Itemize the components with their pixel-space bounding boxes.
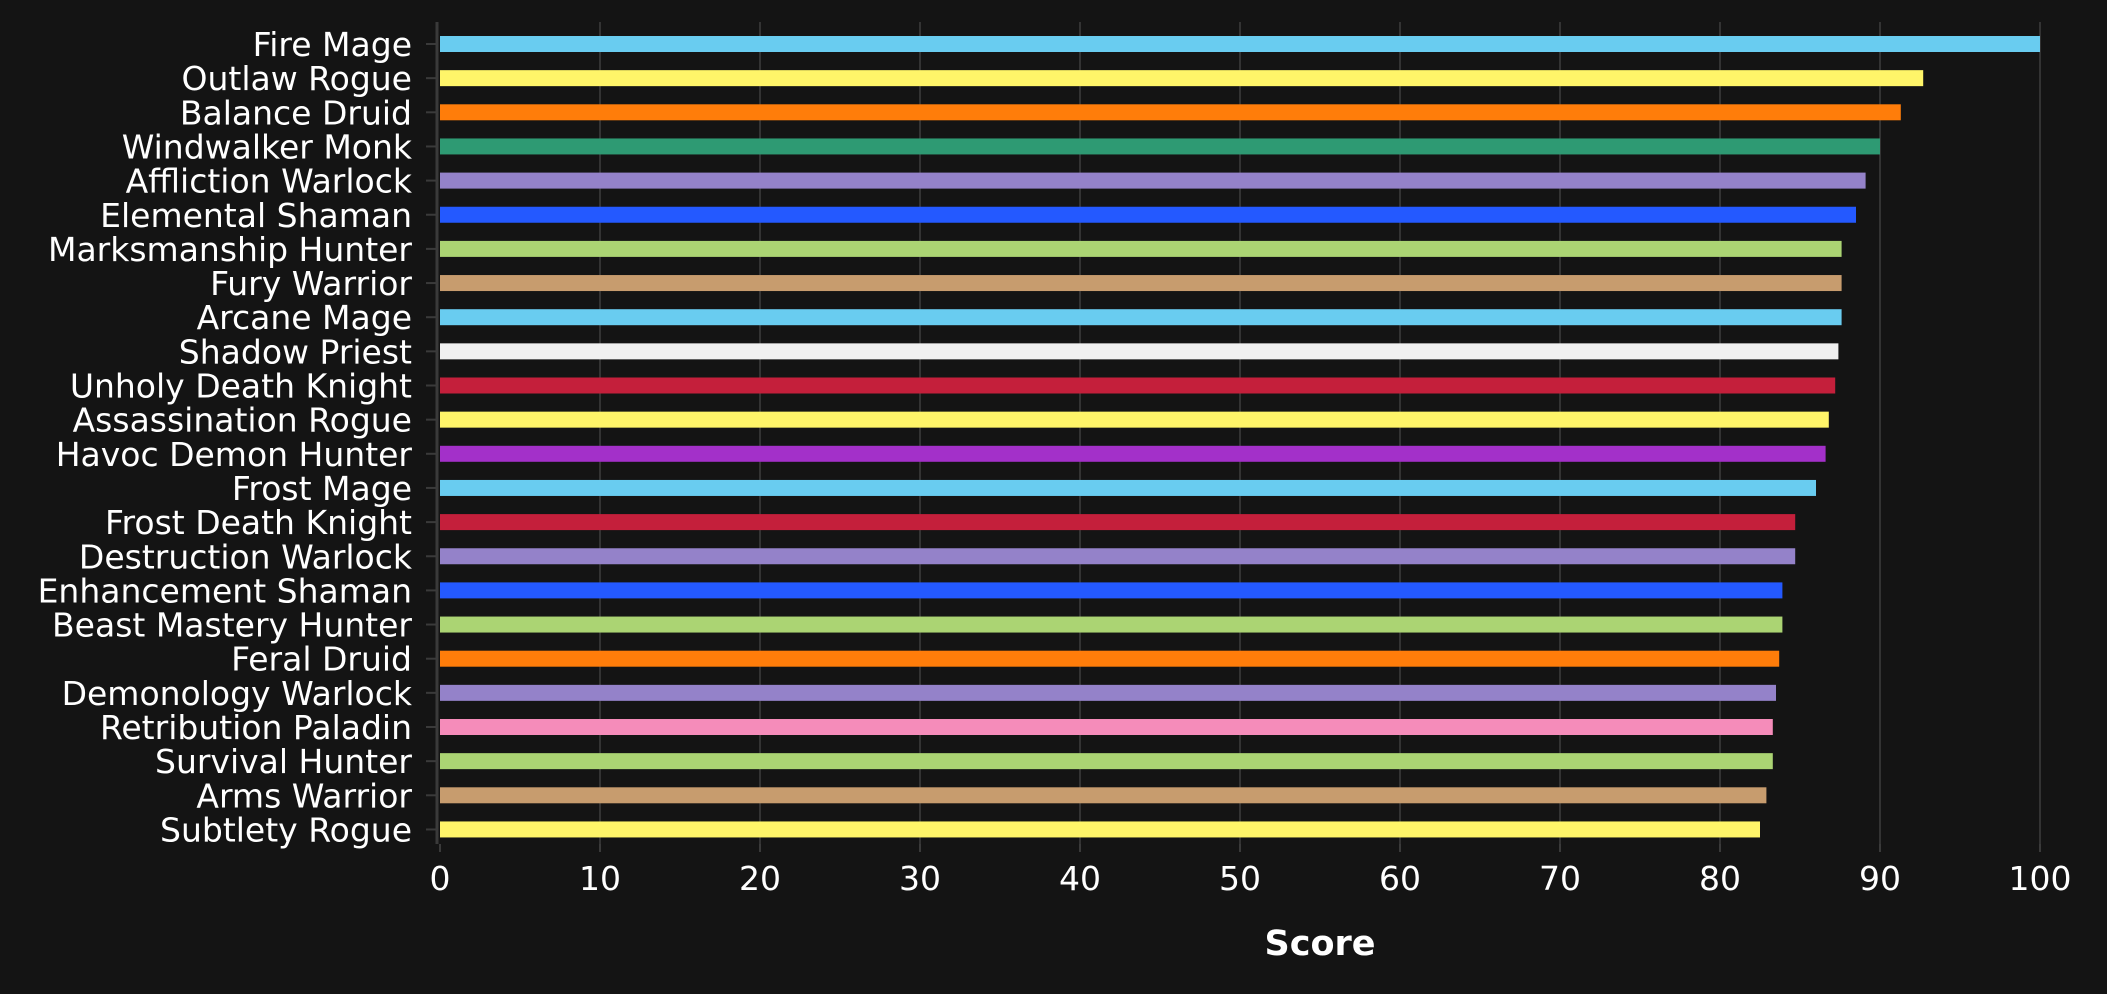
- bar: [440, 514, 1796, 531]
- category-label: Marksmanship Hunter: [48, 230, 412, 269]
- category-label: Destruction Warlock: [79, 537, 413, 576]
- category-label: Shadow Priest: [179, 332, 412, 371]
- bar: [440, 821, 1760, 838]
- gridlines: [599, 22, 2041, 844]
- bar: [440, 650, 1780, 667]
- bar: [440, 240, 1842, 257]
- bar: [440, 445, 1826, 462]
- category-label: Havoc Demon Hunter: [56, 435, 413, 474]
- category-label: Fury Warrior: [210, 264, 412, 303]
- category-label: Arcane Mage: [197, 298, 412, 337]
- category-label: Beast Mastery Hunter: [52, 606, 412, 645]
- bar: [440, 479, 1816, 496]
- bar: [440, 411, 1829, 428]
- category-label: Arms Warrior: [196, 776, 412, 815]
- x-tick-label: 40: [1059, 859, 1101, 898]
- category-label: Outlaw Rogue: [181, 59, 412, 98]
- category-label: Elemental Shaman: [100, 196, 412, 235]
- category-label: Feral Druid: [231, 640, 412, 679]
- bar: [440, 172, 1866, 189]
- bar: [440, 582, 1783, 599]
- x-tick-label: 20: [739, 859, 781, 898]
- bar: [440, 104, 1901, 121]
- bar: [440, 309, 1842, 326]
- x-tick-label: 10: [579, 859, 621, 898]
- category-label: Assassination Rogue: [73, 401, 412, 440]
- category-label: Subtlety Rogue: [160, 810, 412, 849]
- x-tick-label: 100: [2009, 859, 2072, 898]
- x-tick-label: 50: [1219, 859, 1261, 898]
- bar: [440, 787, 1767, 804]
- category-label: Demonology Warlock: [62, 674, 413, 713]
- bar: [440, 343, 1839, 360]
- bar: [440, 719, 1773, 735]
- category-label: Affliction Warlock: [126, 162, 413, 201]
- bar: [440, 616, 1783, 633]
- category-label: Enhancement Shaman: [38, 571, 412, 610]
- bar: [440, 138, 1880, 155]
- category-label: Balance Druid: [180, 93, 412, 132]
- category-label: Frost Death Knight: [105, 503, 412, 542]
- bar: [440, 377, 1836, 394]
- category-label: Unholy Death Knight: [70, 367, 412, 406]
- bar: [440, 753, 1773, 770]
- x-tick-labels: 0 10 20 30 40 50 60 70 80 90 100: [430, 859, 2072, 898]
- category-label: Windwalker Monk: [122, 127, 413, 166]
- x-axis-title: Score: [1265, 924, 1376, 964]
- bar: [440, 548, 1796, 565]
- category-label: Frost Mage: [232, 469, 412, 508]
- x-tick-label: 60: [1379, 859, 1421, 898]
- category-label: Retribution Paladin: [100, 708, 412, 747]
- bar: [440, 275, 1842, 292]
- bar: [440, 36, 2040, 52]
- x-tick-label: 80: [1699, 859, 1741, 898]
- bar: [440, 70, 1924, 87]
- x-tick-label: 90: [1859, 859, 1901, 898]
- bar: [440, 684, 1776, 701]
- category-label: Survival Hunter: [155, 742, 412, 781]
- bars: [440, 36, 2040, 838]
- x-tick-label: 30: [899, 859, 941, 898]
- bar: [440, 206, 1856, 223]
- axes: [426, 22, 2041, 852]
- category-label: Fire Mage: [253, 25, 412, 64]
- x-tick-label: 70: [1539, 859, 1581, 898]
- x-tick-label: 0: [430, 859, 451, 898]
